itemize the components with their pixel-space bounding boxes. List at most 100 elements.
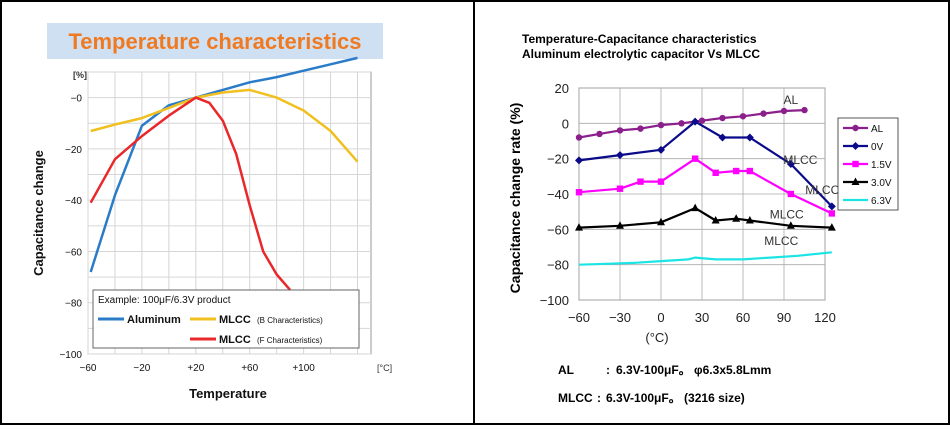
left-x-tick-label: +100 (292, 363, 315, 374)
right-series-3-point (575, 223, 583, 231)
right-legend-marker-0 (852, 124, 859, 132)
right-series-lines (575, 106, 836, 266)
left-y-tick-label: −40 (65, 196, 82, 207)
right-x-axis-label: (°C) (645, 330, 668, 345)
right-series-line-1 (578, 120, 833, 208)
right-series-line-2 (578, 157, 833, 215)
right-series-0-point (678, 120, 685, 127)
right-series-2-point (712, 169, 719, 176)
left-chart-panel: Temperature characteristics −60 −20 +20 +60… (31, 23, 392, 401)
right-series-2-point (746, 167, 754, 175)
right-series-0-point (780, 107, 788, 115)
left-y-tick-label: −0 (71, 94, 83, 105)
right-series-2-point (732, 167, 740, 175)
right-chart-title: Temperature-Capacitance characteristics (522, 32, 757, 46)
legend-mlcc-f-suffix: (F Characteristics) (257, 336, 323, 345)
left-tick-labels: −60 −20 +20 +60 +100 −0 −20 −40 −60 −80 −100 (59, 94, 315, 374)
right-series-0-point (739, 113, 747, 120)
left-chart-title: Temperature characteristics (68, 29, 361, 54)
right-series-1-point (745, 133, 754, 142)
right-series-0-point (575, 134, 583, 141)
right-y-tick-label: 20 (555, 81, 569, 96)
legend-mlcc-b-label: MLCC (219, 314, 251, 326)
left-y-tick-label: −100 (59, 350, 82, 361)
right-series-2-point (575, 189, 583, 196)
right-legend-marker-3 (851, 177, 860, 185)
right-series-1-point (575, 156, 583, 165)
right-series-2-point (787, 190, 795, 198)
right-annotation-4: MLCC (764, 234, 798, 248)
right-series-1-point (657, 145, 665, 154)
right-annotation-1: MLCC (783, 153, 817, 167)
left-x-unit: [°C] (377, 363, 392, 373)
right-series-1-point (691, 117, 700, 126)
left-y-tick-label: −20 (65, 145, 82, 156)
right-y-tick-label: −80 (547, 258, 569, 273)
note-al-value: 6.3V-100μF。 φ6.3x5.8Lmm (616, 363, 771, 377)
right-y-tick-label: 0 (562, 116, 569, 131)
left-x-tick-label: +20 (187, 363, 204, 374)
right-series-3-point (745, 216, 754, 224)
right-series-line-4 (578, 251, 832, 266)
right-x-tick-label: 60 (736, 310, 750, 325)
right-series-3-point (732, 214, 741, 222)
right-series-1-point (827, 202, 836, 211)
right-series-3-point (657, 217, 665, 226)
legend-mlcc-b-suffix: (B Characteristics) (257, 316, 323, 325)
right-x-tick-label: 90 (777, 310, 791, 325)
left-series-lines (89, 56, 359, 291)
right-series-3-point (616, 221, 624, 229)
right-chart-subtitle: Aluminum electrolytic capacitor Vs MLCC (522, 47, 760, 61)
right-y-axis-label: Capacitance change rate (%) (507, 103, 523, 294)
right-series-3-point (691, 203, 700, 212)
left-title-banner (47, 23, 383, 59)
left-legend-title: Example: 100μF/6.3V product (98, 295, 231, 306)
legend-aluminum-label: Aluminum (127, 314, 181, 326)
right-series-3-point (786, 221, 795, 229)
right-chart-panel: Temperature-Capacitance characteristics … (507, 32, 899, 405)
note-mlcc-value: 6.3V-100μF。 (3216 size) (606, 391, 745, 405)
right-legend-items: AL 0V 1.5V 3.0V 6.3V (843, 124, 892, 207)
note-mlcc-sep: : (597, 391, 601, 405)
right-annotation-2: MLCC (805, 183, 839, 197)
left-y-tick-label: −60 (65, 247, 82, 258)
right-legend-label-2: 1.5V (871, 160, 892, 171)
right-series-2-point (637, 178, 644, 185)
right-series-0-point (596, 130, 603, 138)
left-series-line-1 (90, 88, 359, 163)
right-series-1-point (786, 159, 795, 168)
left-series-line-0 (89, 56, 358, 273)
right-series-2-point (616, 185, 624, 192)
right-series-1-point (616, 151, 624, 160)
note-al-sep: : (606, 363, 610, 377)
right-x-tick-label: −30 (609, 310, 631, 325)
left-legend (92, 289, 360, 349)
right-series-0-point (657, 121, 665, 129)
right-y-tick-label: −40 (547, 187, 569, 202)
left-y-unit: [%] (73, 70, 87, 80)
right-series-3-point (711, 216, 720, 224)
right-legend-label-1: 0V (871, 142, 884, 153)
right-x-tick-label: 0 (657, 310, 664, 325)
left-series-line-2 (89, 96, 292, 291)
right-legend-label-3: 3.0V (871, 178, 892, 189)
right-series-2-point (828, 210, 836, 217)
right-y-tick-label: −20 (547, 152, 569, 167)
left-x-tick-label: +60 (241, 363, 258, 374)
right-legend-marker-2 (852, 160, 859, 168)
right-legend-label-0: AL (871, 124, 884, 135)
note-al-label: AL (558, 363, 574, 377)
right-legend-marker-1 (851, 142, 860, 150)
right-x-tick-label: −60 (568, 310, 590, 325)
right-legend-label-4: 6.3V (871, 196, 892, 207)
right-tick-labels: −60 −30 0 30 60 90 120 20 0 −20 −40 −60 −80 −100 (540, 81, 836, 325)
note-mlcc-label: MLCC (558, 391, 593, 405)
right-series-1-point (718, 133, 727, 142)
right-annotation-3: MLCC (770, 208, 804, 222)
right-series-0-point (801, 106, 808, 114)
left-y-axis-label: Capacitance change (31, 150, 46, 276)
right-series-3-point (827, 223, 836, 231)
right-series-0-point (698, 117, 706, 124)
